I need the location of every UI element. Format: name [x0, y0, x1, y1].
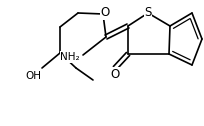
Text: O: O: [110, 68, 120, 81]
Text: O: O: [100, 7, 110, 20]
Text: S: S: [144, 7, 152, 20]
Text: NH₂: NH₂: [60, 52, 80, 62]
Text: OH: OH: [25, 71, 41, 81]
